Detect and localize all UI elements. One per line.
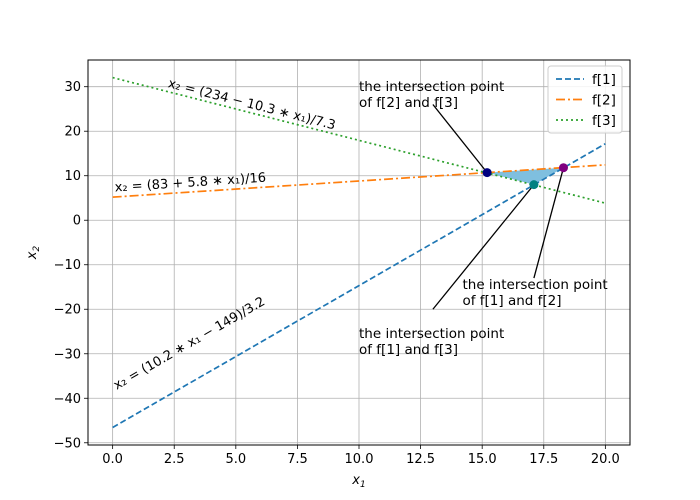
x-tick-label: 2.5: [164, 452, 185, 467]
legend: f[1] f[2] f[3]: [547, 65, 623, 134]
x-tick-label: 20.0: [591, 452, 620, 467]
legend-box: [547, 65, 623, 134]
x-axis-title-main: x: [351, 473, 360, 488]
annotation-text-line2: of f[1] and f[3]: [359, 342, 458, 358]
intersection-point-3: [558, 163, 568, 173]
y-tick-label: −20: [54, 303, 81, 318]
y-tick-label: 10: [64, 169, 81, 184]
x-tick-label: 17.5: [529, 452, 558, 467]
intersection-points-layer: [482, 163, 568, 190]
legend-label-f3: f[3]: [592, 113, 616, 129]
axis-ticks: 0.0 2.5 5.0 7.5 10.0 12.5 15.0 17.5 20.0 30 20 10 0 −…: [54, 80, 620, 467]
x-tick-label: 12.5: [406, 452, 435, 467]
series-line-f1: [112, 142, 606, 429]
annotation-text-line1: the intersection point: [359, 326, 504, 342]
y-axis-title: x2: [25, 246, 42, 261]
y-axis-title-main: x: [25, 251, 40, 260]
x-tick-label: 5.0: [225, 452, 246, 467]
x-tick-label: 0.0: [102, 452, 123, 467]
annotation-arrow: [533, 167, 565, 279]
y-tick-label: 20: [64, 125, 81, 140]
series-line-f2: [112, 164, 606, 198]
legend-label-f1: f[1]: [592, 72, 616, 88]
x-axis-title: x1: [351, 473, 365, 490]
annotation-arrow: [432, 104, 488, 174]
annotation-text-line2: of f[2] and f[3]: [359, 95, 458, 111]
y-tick-label: −10: [54, 258, 81, 273]
grid: [88, 60, 630, 445]
x-axis-title-sub: 1: [360, 480, 366, 490]
y-tick-label: 0: [73, 214, 81, 229]
annotations-layer: the intersection point of f[2] and f[3]t…: [359, 79, 608, 358]
y-tick-label: −50: [54, 436, 81, 451]
y-tick-label: 30: [64, 80, 81, 95]
x-tick-label: 15.0: [468, 452, 497, 467]
intersection-point-1: [482, 168, 492, 178]
annotation-text-line1: the intersection point: [462, 277, 607, 293]
annotation-text-line1: the intersection point: [359, 79, 504, 95]
x-tick-label: 10.0: [345, 452, 374, 467]
y-axis-title-sub: 2: [32, 246, 42, 252]
x-tick-label: 7.5: [287, 452, 308, 467]
equation-label-f3: x₂ = (234 − 10.3 ∗ x₁)/7.3: [166, 76, 337, 133]
legend-label-f2: f[2]: [592, 93, 616, 109]
intersection-point-2: [529, 180, 539, 190]
y-tick-label: −30: [54, 347, 81, 362]
y-tick-label: −40: [54, 392, 81, 407]
annotation-text-line2: of f[1] and f[2]: [462, 293, 561, 309]
equation-label-f2: x₂ = (83 + 5.8 ∗ x₁)/16: [114, 171, 266, 196]
annotation-arrow: [432, 184, 535, 310]
series-layer: x₂ = (10.2 ∗ x₁ − 149)/3.2x₂ = (83 + 5.8…: [111, 76, 606, 429]
